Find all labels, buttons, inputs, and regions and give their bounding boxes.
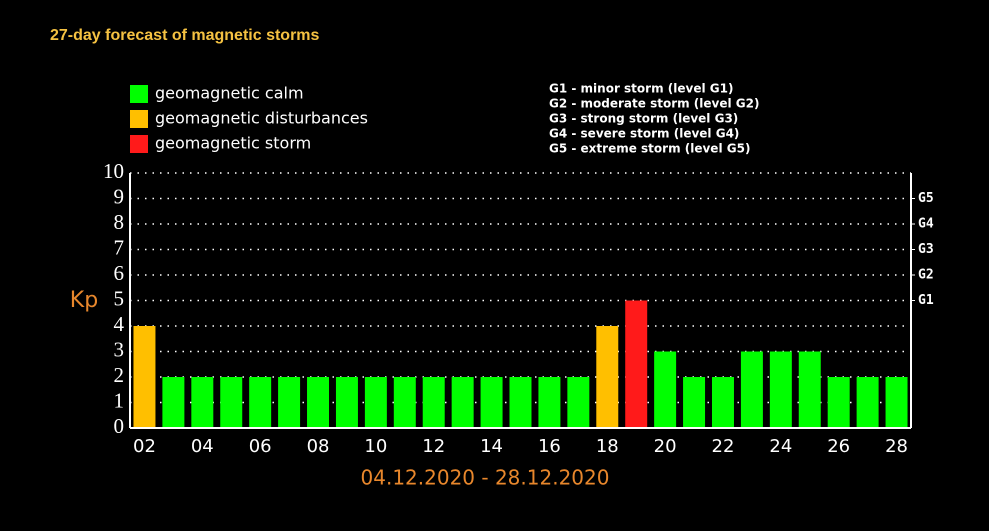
bar (335, 377, 358, 428)
bar (885, 377, 908, 428)
x-tick-label: 08 (307, 436, 330, 457)
legend-label: geomagnetic storm (155, 134, 311, 153)
legend-swatch (130, 135, 148, 153)
x-tick-label: 14 (480, 436, 503, 457)
bar (220, 377, 243, 428)
y-tick-label: 6 (114, 261, 125, 285)
y-tick-label: 2 (114, 363, 125, 387)
x-tick-label: 22 (712, 436, 735, 457)
bar (191, 377, 214, 428)
storm-level-note: G5 - extreme storm (level G5) (549, 142, 750, 156)
x-axis-label: 04.12.2020 - 28.12.2020 (361, 466, 610, 490)
storm-level-note: G3 - strong storm (level G3) (549, 112, 738, 126)
y2-tick-label: G4 (918, 217, 934, 232)
x-tick-label: 02 (133, 436, 156, 457)
y-tick-label: 1 (114, 388, 125, 412)
y2-tick-label: G1 (918, 293, 934, 308)
x-tick-label: 18 (596, 436, 619, 457)
y-tick-label: 9 (114, 184, 125, 208)
y-tick-label: 10 (103, 159, 124, 183)
bar (654, 351, 677, 428)
legend-swatch (130, 85, 148, 103)
x-tick-label: 20 (654, 436, 677, 457)
bar (509, 377, 532, 428)
x-tick-label: 24 (769, 436, 792, 457)
bar (683, 377, 706, 428)
bar (827, 377, 850, 428)
x-tick-label: 26 (827, 436, 850, 457)
bar (307, 377, 330, 428)
x-tick-label: 06 (249, 436, 272, 457)
bar (740, 351, 763, 428)
y-tick-label: 8 (114, 210, 125, 234)
x-tick-label: 28 (885, 436, 908, 457)
y-tick-label: 4 (114, 312, 125, 336)
bar (451, 377, 474, 428)
bar (393, 377, 416, 428)
x-tick-label: 16 (538, 436, 561, 457)
bar (711, 377, 734, 428)
y2-tick-label: G5 (918, 191, 934, 206)
bar (596, 326, 619, 428)
bar (769, 351, 792, 428)
bar (538, 377, 561, 428)
storm-level-note: G2 - moderate storm (level G2) (549, 97, 759, 111)
bar (625, 300, 648, 428)
bar (133, 326, 156, 428)
bar (480, 377, 503, 428)
legend-swatch (130, 110, 148, 128)
y-tick-label: 7 (114, 235, 125, 259)
bar (422, 377, 445, 428)
bar (364, 377, 387, 428)
x-tick-label: 12 (422, 436, 445, 457)
legend-label: geomagnetic disturbances (155, 109, 368, 128)
x-tick-label: 10 (364, 436, 387, 457)
bar (567, 377, 590, 428)
storm-level-note: G1 - minor storm (level G1) (549, 82, 733, 96)
y-tick-label: 3 (114, 337, 125, 361)
x-tick-label: 04 (191, 436, 214, 457)
bar (162, 377, 185, 428)
bar (798, 351, 821, 428)
chart-title: 27-day forecast of magnetic storms (50, 27, 320, 44)
y-tick-label: 0 (114, 414, 125, 438)
y-tick-label: 5 (114, 286, 125, 310)
bar (856, 377, 879, 428)
bar (278, 377, 301, 428)
legend-label: geomagnetic calm (155, 84, 304, 103)
y2-tick-label: G3 (918, 242, 934, 257)
bar (249, 377, 272, 428)
y2-tick-label: G2 (918, 268, 934, 283)
y-axis-label: Kp (70, 288, 98, 313)
storm-level-note: G4 - severe storm (level G4) (549, 127, 739, 141)
